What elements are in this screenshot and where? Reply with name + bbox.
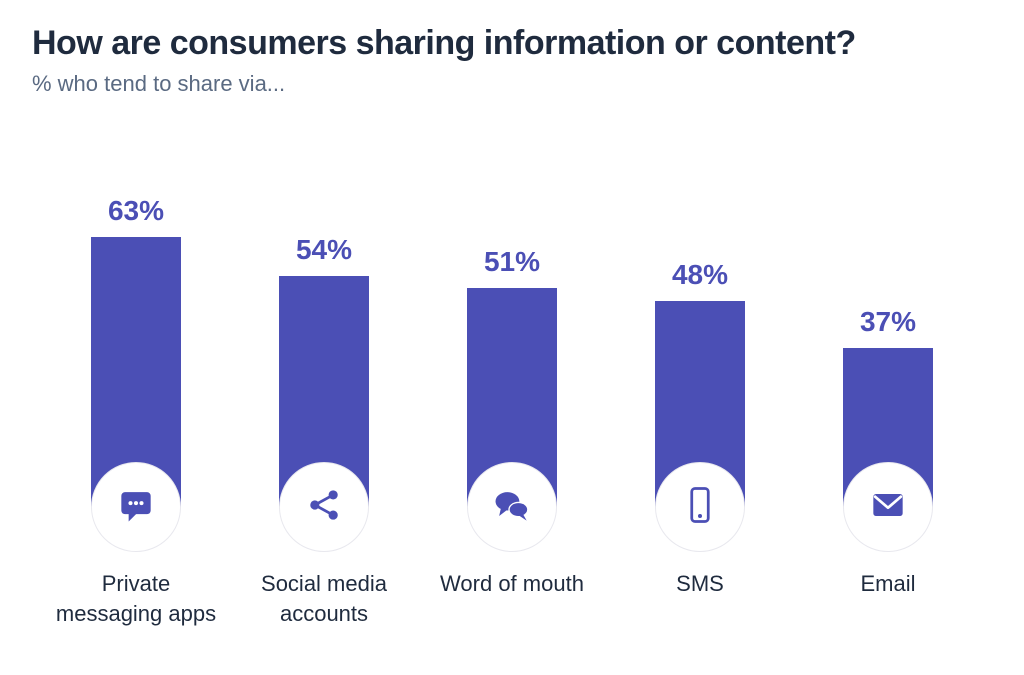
bar-item: 63% Private messaging apps [42,147,230,628]
bar-rect [655,301,745,507]
bar-label: SMS [676,569,724,599]
messaging-icon-circle [91,462,181,552]
email-icon-circle [843,462,933,552]
bar-column: 51% [418,147,606,507]
bar-label: Word of mouth [440,569,584,599]
bar-rect [467,288,557,507]
email-icon [866,483,910,532]
bar-value: 51% [484,246,540,278]
bar-rect [279,276,369,507]
share-icon [302,483,346,532]
speech-icon [490,483,534,532]
bar-rect [91,237,181,507]
bar-column: 63% [42,147,230,507]
bar-rect [843,348,933,507]
bar-item: 54% Social media accounts [230,147,418,628]
bar-column: 48% [606,147,794,507]
share-icon-circle [279,462,369,552]
bar-value: 54% [296,234,352,266]
chart-subtitle: % who tend to share via... [32,71,992,97]
messaging-icon [114,483,158,532]
bar-label: Private messaging apps [51,569,221,628]
bar-column: 54% [230,147,418,507]
bar-label: Email [860,569,915,599]
bar-chart: 63% Private messaging apps 54% [32,147,992,628]
phone-icon-circle [655,462,745,552]
bar-label: Social media accounts [239,569,409,628]
bar-item: 48% SMS [606,147,794,599]
bar-item: 37% Email [794,147,982,599]
bar-value: 48% [672,259,728,291]
bar-value: 63% [108,195,164,227]
bar-column: 37% [794,147,982,507]
bar-item: 51% Word of mouth [418,147,606,599]
phone-icon [678,483,722,532]
bar-value: 37% [860,306,916,338]
chart-title: How are consumers sharing information or… [32,24,992,63]
speech-icon-circle [467,462,557,552]
